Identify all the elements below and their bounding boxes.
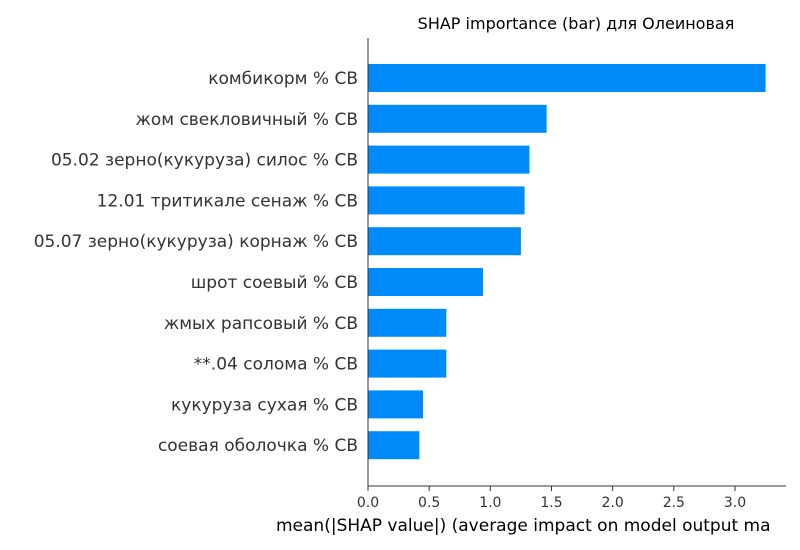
category-labels: комбикорм % СВ жом свекловичный % СВ 05.02… — [34, 69, 358, 456]
bar-5 — [368, 268, 483, 296]
x-tick-label-6: 3.0 — [724, 495, 746, 511]
category-label-0: комбикорм % СВ — [208, 69, 358, 89]
bar-4 — [368, 227, 521, 256]
x-tick-label-0: 0.0 — [357, 495, 379, 511]
category-label-5: шрот соевый % СВ — [191, 273, 358, 293]
category-label-8: кукуруза сухая % СВ — [171, 395, 358, 415]
bar-0 — [368, 64, 766, 92]
category-label-4: 05.07 зерно(кукуруза) корнаж % СВ — [34, 232, 358, 252]
bar-1 — [368, 104, 547, 133]
x-ticks: 0.0 0.5 1.0 1.5 2.0 2.5 3.0 — [357, 486, 746, 511]
bar-2 — [368, 145, 530, 174]
bar-6 — [368, 308, 447, 337]
category-label-3: 12.01 тритикале сенаж % СВ — [97, 191, 358, 211]
category-label-1: жом свекловичный % СВ — [136, 110, 359, 130]
bar-3 — [368, 186, 525, 215]
bar-8 — [368, 390, 424, 419]
x-tick-label-3: 1.5 — [540, 495, 562, 511]
bar-7 — [368, 349, 447, 378]
category-label-7: **.04 солома % СВ — [194, 355, 358, 375]
x-tick-label-2: 1.0 — [479, 495, 501, 511]
x-tick-label-5: 2.5 — [663, 495, 685, 511]
category-label-9: соевая оболочка % СВ — [158, 436, 358, 456]
category-label-2: 05.02 зерно(кукуруза) силос % СВ — [51, 151, 358, 171]
x-axis-label: mean(|SHAP value|) (average impact on mo… — [276, 516, 771, 536]
category-label-6: жмых рапсовый % СВ — [164, 314, 358, 334]
x-tick-label-4: 2.0 — [602, 495, 624, 511]
bars-group — [368, 64, 766, 460]
bar-9 — [368, 431, 420, 460]
x-tick-label-1: 0.5 — [418, 495, 440, 511]
chart-title: SHAP importance (bar) для Олеиновая — [418, 14, 735, 33]
